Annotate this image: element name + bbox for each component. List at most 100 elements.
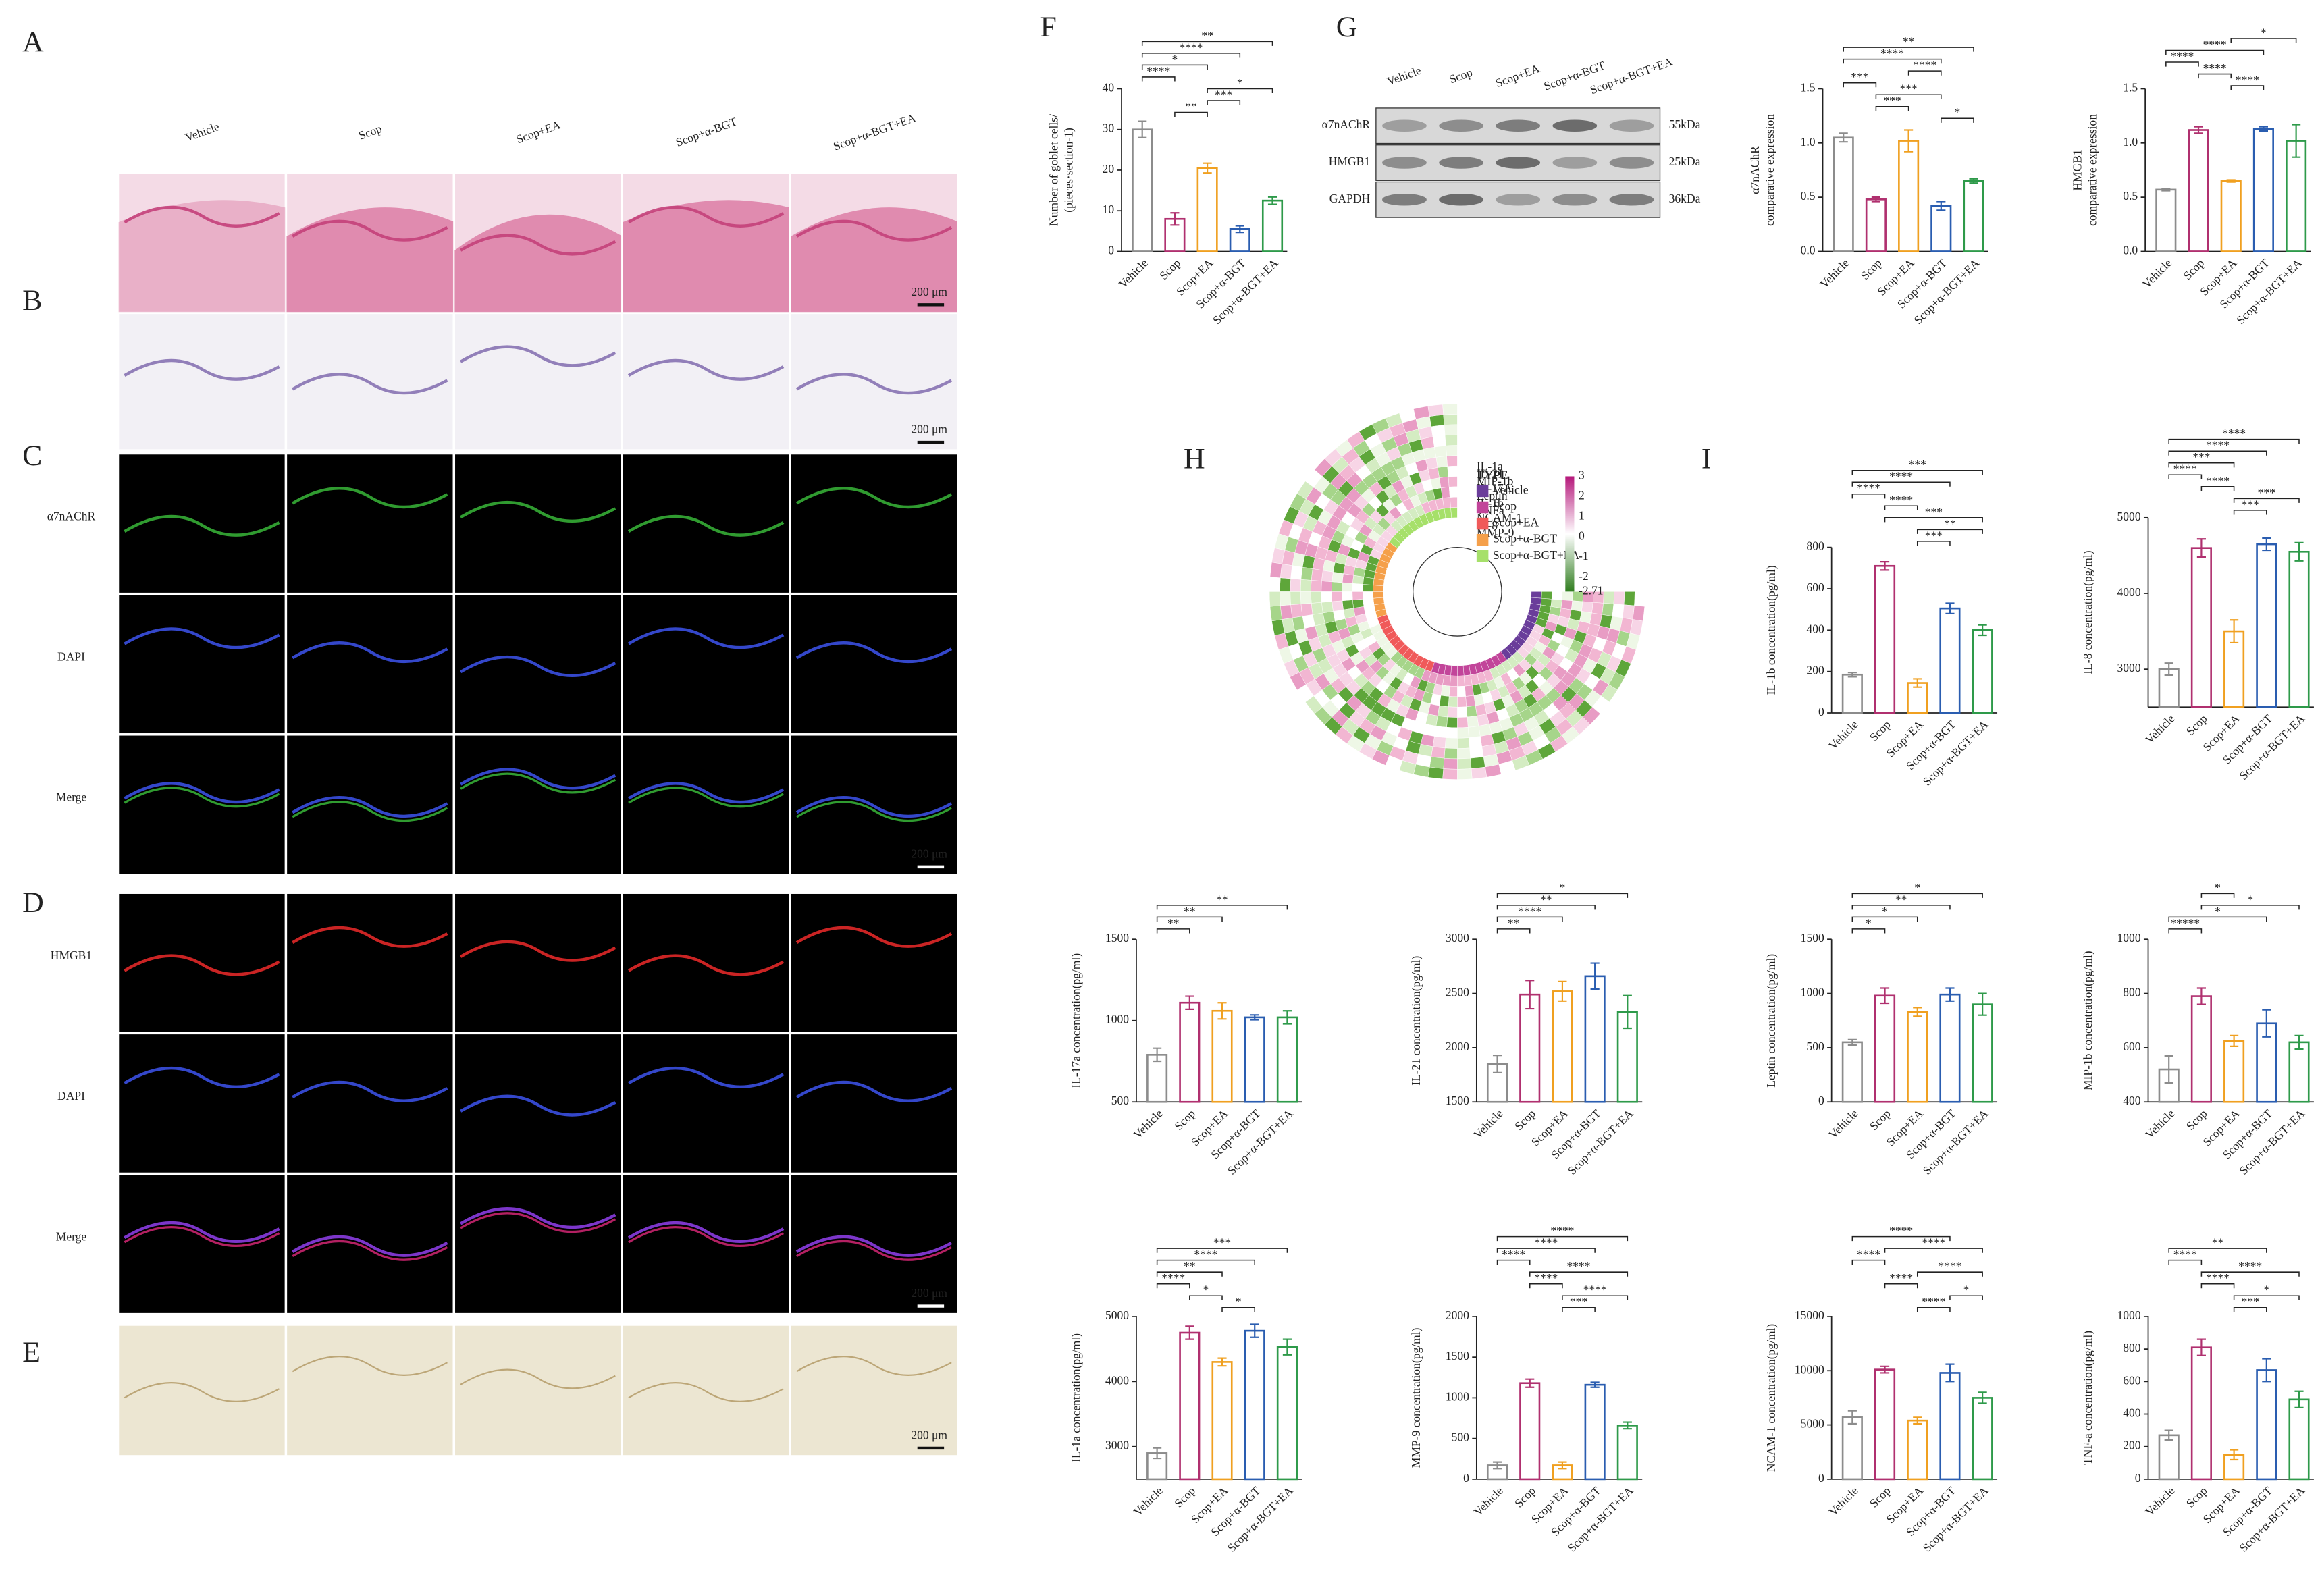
significance-bracket bbox=[1221, 1307, 1255, 1312]
significance-bracket bbox=[2200, 1283, 2235, 1289]
blot-band bbox=[1496, 119, 1541, 132]
tissue bbox=[286, 207, 454, 313]
heatmap-cell bbox=[1444, 737, 1458, 749]
significance-label: **** bbox=[2173, 1248, 2197, 1261]
significance-bracket bbox=[1496, 905, 1596, 910]
error-bar bbox=[1282, 1338, 1292, 1356]
bar bbox=[1939, 993, 1961, 1103]
blot-band bbox=[1496, 157, 1541, 169]
tissue-edge bbox=[124, 1221, 280, 1243]
x-tick-label: Scop bbox=[2184, 1484, 2210, 1510]
bar bbox=[2256, 1369, 2277, 1481]
error-bar bbox=[2164, 1055, 2173, 1084]
y-tick-label: 1000 bbox=[2117, 1308, 2141, 1322]
heatmap-cell bbox=[1269, 605, 1282, 622]
panel-label: E bbox=[22, 1336, 41, 1368]
heatmap-cell bbox=[1465, 695, 1476, 707]
significance-label: **** bbox=[1146, 64, 1170, 78]
significance-label: ** bbox=[1540, 893, 1552, 906]
heatmap-cell bbox=[1290, 604, 1303, 618]
colorbar-tick: -1 bbox=[1579, 549, 1589, 562]
heatmap-cell bbox=[1469, 746, 1484, 759]
heatmap-cell bbox=[1466, 705, 1477, 718]
significance-label: **** bbox=[1889, 494, 1913, 507]
heatmap-cell bbox=[1300, 566, 1313, 581]
significance-bracket bbox=[1875, 105, 1909, 111]
tissue-edge bbox=[796, 1240, 952, 1261]
significance-label: * bbox=[1963, 1283, 1970, 1297]
significance-bracket bbox=[1496, 1259, 1531, 1265]
bar bbox=[2190, 995, 2212, 1103]
heatmap-cell bbox=[1290, 565, 1303, 580]
bar bbox=[1874, 1368, 1896, 1481]
y-tick-label: 4000 bbox=[1105, 1373, 1129, 1387]
micrograph bbox=[286, 893, 454, 1033]
tissue-edge bbox=[292, 801, 448, 822]
error-bar bbox=[1250, 1323, 1259, 1338]
y-tick-label: 5000 bbox=[1801, 1417, 1824, 1431]
bar bbox=[1841, 1041, 1863, 1103]
error-bar bbox=[1839, 132, 1848, 143]
y-tick-label: 0 bbox=[2135, 1471, 2141, 1485]
x-tick-label: Vehicle bbox=[1471, 1484, 1505, 1518]
tissue-edge bbox=[460, 1094, 616, 1117]
significance-bracket bbox=[1496, 928, 1531, 934]
micrograph bbox=[790, 893, 958, 1033]
error-bar bbox=[2259, 126, 2268, 132]
significance-bracket bbox=[2168, 450, 2267, 456]
heatmap-cell bbox=[1321, 601, 1334, 614]
tissue-edge bbox=[460, 768, 616, 790]
heatmap-cell bbox=[1362, 584, 1374, 592]
significance-label: ** bbox=[1167, 916, 1180, 930]
heatmap-cell bbox=[1457, 665, 1465, 676]
heatmap-variable: IL-21 bbox=[1477, 467, 1504, 480]
significance-bracket bbox=[1156, 1248, 1288, 1253]
heatmap-cell bbox=[1431, 425, 1446, 437]
tissue-edge bbox=[124, 954, 280, 976]
error-bar bbox=[1590, 962, 1600, 990]
y-tick-label: 0 bbox=[1818, 1094, 1824, 1107]
heatmap-cell bbox=[1437, 466, 1449, 478]
blot-size-label: 36kDa bbox=[1669, 192, 1701, 205]
error-bar bbox=[1880, 1365, 1890, 1374]
significance-label: * bbox=[1955, 106, 1961, 119]
error-bar bbox=[1913, 1007, 1922, 1017]
y-tick-label: 400 bbox=[1806, 622, 1824, 635]
tissue-edge bbox=[124, 1382, 280, 1402]
bar bbox=[1907, 1011, 1928, 1103]
significance-bracket bbox=[1156, 1271, 1223, 1277]
colorbar bbox=[1565, 476, 1575, 592]
heatmap-cell bbox=[1457, 737, 1470, 749]
significance-label: *** bbox=[2258, 486, 2275, 500]
micrograph bbox=[454, 313, 622, 450]
significance-label: ** bbox=[1895, 893, 1907, 906]
significance-label: * bbox=[2261, 26, 2267, 39]
micrograph bbox=[117, 594, 286, 735]
error-bar bbox=[2196, 1338, 2206, 1356]
bar bbox=[1584, 1383, 1606, 1481]
significance-bracket bbox=[1562, 1295, 1629, 1300]
significance-label: ***** bbox=[2170, 916, 2200, 930]
scale-bar-label: 200 μm bbox=[911, 423, 947, 436]
blot-band bbox=[1439, 194, 1483, 206]
significance-label: **** bbox=[1857, 481, 1880, 495]
y-tick-label: 3000 bbox=[2117, 661, 2141, 674]
channel-label: Merge bbox=[56, 791, 87, 804]
significance-label: *** bbox=[1213, 1236, 1231, 1250]
blot-band bbox=[1439, 119, 1483, 132]
bar bbox=[2288, 1398, 2310, 1481]
bar bbox=[1519, 1382, 1541, 1481]
tissue-edge bbox=[124, 782, 280, 804]
y-tick-label: 500 bbox=[1111, 1094, 1130, 1107]
x-tick-label: Scop bbox=[2184, 1107, 2210, 1133]
panel-label: D bbox=[22, 886, 44, 919]
legend-label: Scop+α-BGT bbox=[1493, 532, 1557, 546]
y-tick-label: 200 bbox=[1806, 664, 1824, 677]
bar bbox=[2155, 188, 2177, 252]
heatmap-cell bbox=[1300, 579, 1312, 592]
heatmap-cell bbox=[1435, 716, 1448, 728]
tissue-edge bbox=[795, 1235, 953, 1257]
bar bbox=[1898, 140, 1920, 252]
bar bbox=[1244, 1329, 1265, 1481]
significance-bracket bbox=[1141, 64, 1208, 70]
